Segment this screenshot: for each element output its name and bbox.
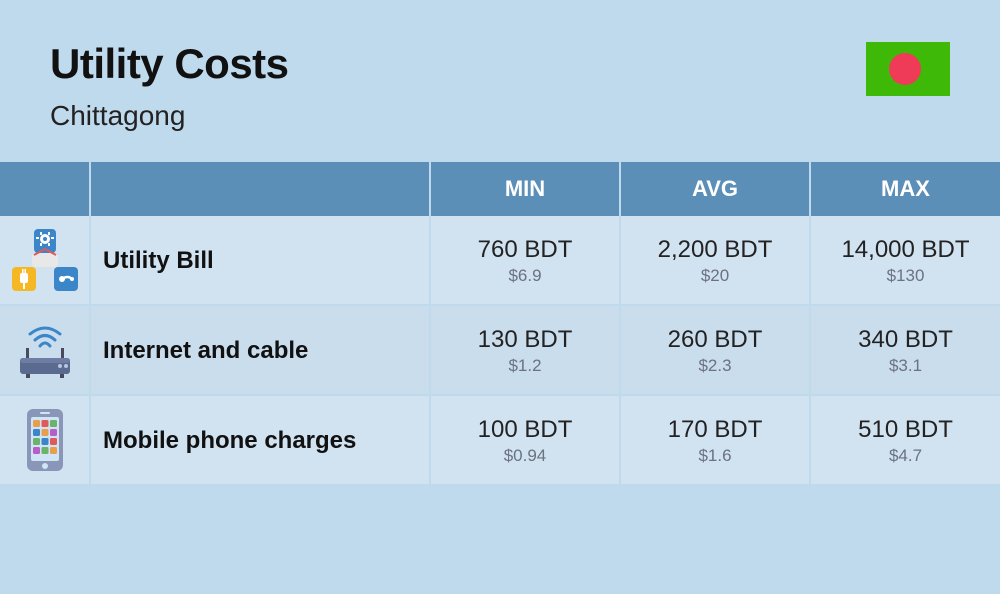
col-max: MAX [810, 162, 1000, 216]
col-icon [0, 162, 90, 216]
col-avg: AVG [620, 162, 810, 216]
row-label: Utility Bill [90, 216, 430, 305]
router-icon [10, 315, 80, 385]
page-title: Utility Costs [50, 40, 950, 88]
val-secondary: $4.7 [811, 446, 1000, 466]
row-label: Internet and cable [90, 305, 430, 395]
val-primary: 130 BDT [431, 326, 619, 354]
cell-max: 340 BDT $3.1 [810, 305, 1000, 395]
val-secondary: $3.1 [811, 356, 1000, 376]
val-secondary: $1.2 [431, 356, 619, 376]
val-primary: 2,200 BDT [621, 236, 809, 264]
page-subtitle: Chittagong [50, 100, 950, 132]
table-row: Internet and cable 130 BDT $1.2 260 BDT … [0, 305, 1000, 395]
cell-avg: 260 BDT $2.3 [620, 305, 810, 395]
table-header-row: MIN AVG MAX [0, 162, 1000, 216]
cell-min: 130 BDT $1.2 [430, 305, 620, 395]
val-primary: 14,000 BDT [811, 236, 1000, 264]
table-row: Mobile phone charges 100 BDT $0.94 170 B… [0, 395, 1000, 485]
phone-icon [10, 405, 80, 475]
costs-table: MIN AVG MAX [0, 162, 1000, 486]
val-primary: 340 BDT [811, 326, 1000, 354]
flag-circle [889, 53, 921, 85]
val-secondary: $20 [621, 266, 809, 286]
cell-avg: 2,200 BDT $20 [620, 216, 810, 305]
col-min: MIN [430, 162, 620, 216]
header: Utility Costs Chittagong [0, 0, 1000, 162]
row-icon-cell [0, 395, 90, 485]
val-secondary: $0.94 [431, 446, 619, 466]
flag-bangladesh [866, 42, 950, 96]
cell-max: 14,000 BDT $130 [810, 216, 1000, 305]
row-icon-cell [0, 305, 90, 395]
col-label [90, 162, 430, 216]
row-icon-cell [0, 216, 90, 305]
val-primary: 260 BDT [621, 326, 809, 354]
cell-max: 510 BDT $4.7 [810, 395, 1000, 485]
val-primary: 760 BDT [431, 236, 619, 264]
cell-min: 100 BDT $0.94 [430, 395, 620, 485]
val-secondary: $1.6 [621, 446, 809, 466]
table-row: Utility Bill 760 BDT $6.9 2,200 BDT $20 … [0, 216, 1000, 305]
val-primary: 510 BDT [811, 416, 1000, 444]
val-primary: 170 BDT [621, 416, 809, 444]
cell-min: 760 BDT $6.9 [430, 216, 620, 305]
val-primary: 100 BDT [431, 416, 619, 444]
cell-avg: 170 BDT $1.6 [620, 395, 810, 485]
row-label: Mobile phone charges [90, 395, 430, 485]
val-secondary: $2.3 [621, 356, 809, 376]
val-secondary: $6.9 [431, 266, 619, 286]
utility-icon [10, 225, 80, 295]
val-secondary: $130 [811, 266, 1000, 286]
